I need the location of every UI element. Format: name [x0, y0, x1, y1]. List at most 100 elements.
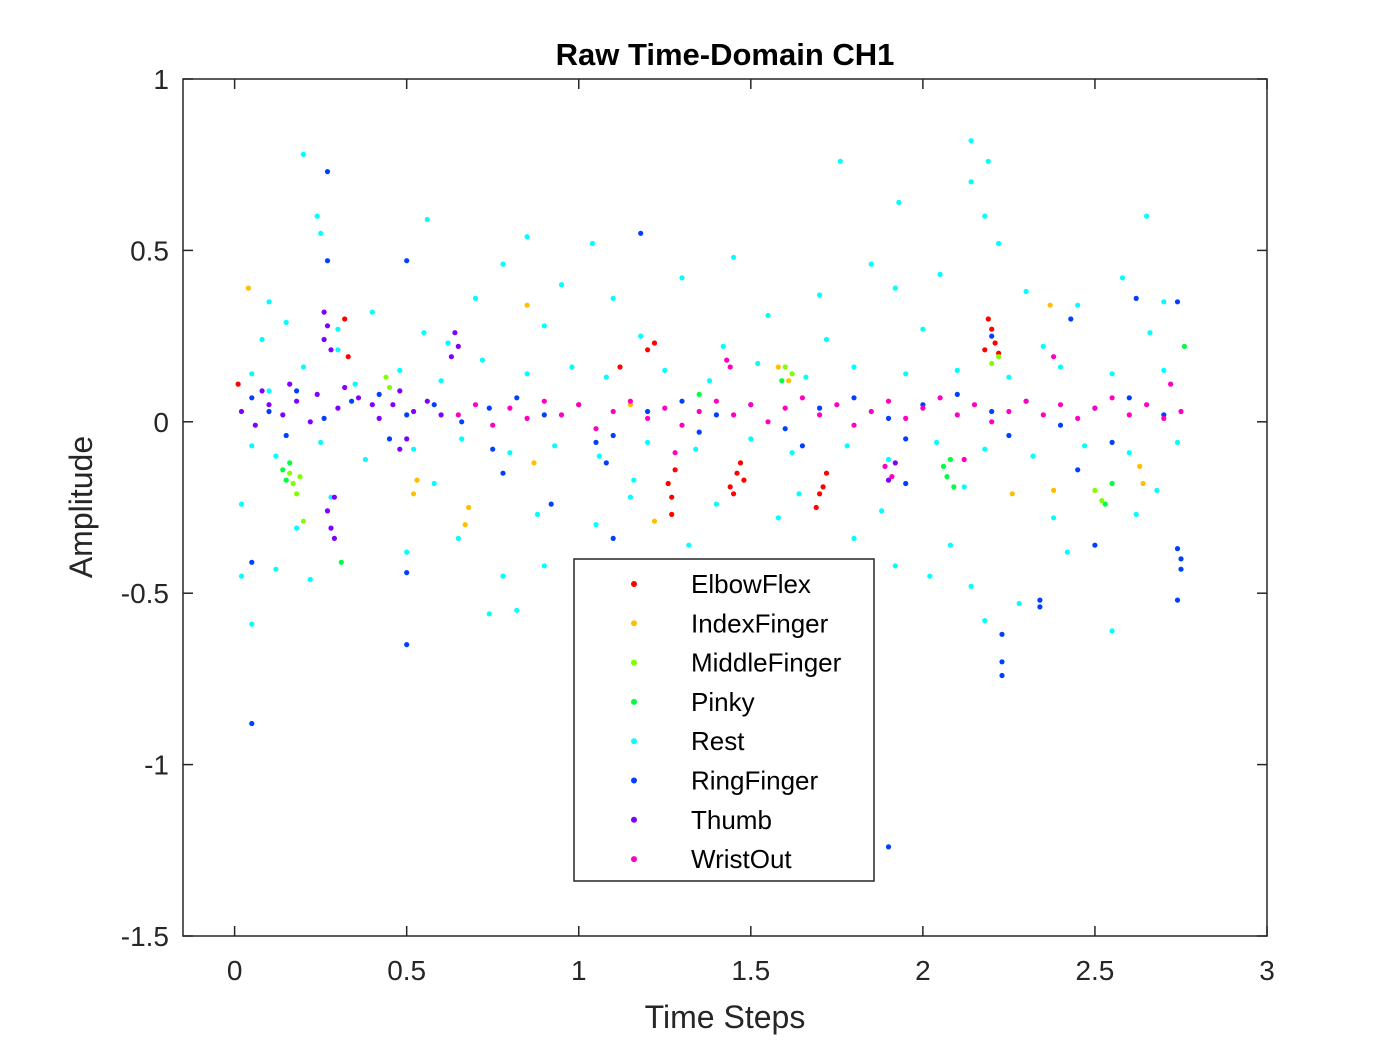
data-point	[765, 312, 771, 319]
data-point	[679, 275, 685, 281]
data-point	[342, 316, 348, 322]
data-point	[500, 470, 506, 476]
data-point	[892, 460, 898, 466]
data-point	[490, 422, 496, 428]
data-point	[569, 364, 575, 370]
data-point	[472, 295, 479, 301]
data-point	[421, 330, 427, 336]
data-point	[1109, 371, 1115, 377]
data-point	[1109, 480, 1115, 487]
data-point	[479, 357, 485, 363]
data-point	[989, 408, 995, 415]
data-point	[727, 364, 733, 370]
data-point	[903, 415, 909, 421]
data-point	[693, 446, 699, 452]
data-point	[645, 408, 651, 415]
data-point	[500, 573, 506, 579]
data-point	[1178, 566, 1184, 572]
data-point	[431, 480, 437, 487]
legend-box	[573, 558, 875, 882]
x-tick-label: 1.5	[731, 955, 770, 986]
data-point	[414, 477, 420, 483]
data-point	[445, 340, 451, 346]
data-point	[610, 535, 616, 542]
data-point	[376, 415, 382, 421]
data-point	[1126, 450, 1132, 456]
data-point	[1009, 491, 1015, 497]
data-point	[679, 422, 685, 428]
x-axis-label: Time Steps	[645, 999, 806, 1035]
data-point	[1023, 398, 1029, 404]
data-point	[823, 470, 830, 476]
data-point	[548, 501, 554, 507]
data-point	[328, 347, 334, 353]
data-point	[448, 354, 454, 360]
data-point	[558, 282, 565, 288]
data-point	[294, 388, 300, 394]
data-point	[696, 391, 702, 397]
legend-marker	[631, 856, 637, 863]
data-point	[397, 388, 403, 394]
data-point	[940, 463, 947, 469]
data-point	[507, 450, 513, 456]
data-point	[294, 525, 300, 531]
data-point	[741, 477, 747, 483]
data-point	[404, 436, 410, 442]
data-point	[868, 408, 874, 415]
data-point	[817, 491, 823, 497]
data-point	[1144, 213, 1150, 219]
data-point	[1174, 546, 1181, 552]
data-point	[1126, 412, 1132, 418]
data-point	[627, 494, 634, 500]
data-point	[937, 395, 943, 401]
data-point	[720, 343, 726, 349]
data-point	[404, 570, 410, 576]
data-point	[294, 398, 300, 404]
data-point	[438, 378, 444, 384]
data-point	[1147, 330, 1153, 336]
data-point	[300, 151, 306, 157]
data-point	[999, 631, 1005, 637]
data-point	[404, 642, 410, 648]
data-point	[280, 412, 286, 418]
legend-label: RingFinger	[691, 766, 819, 796]
data-point	[552, 443, 558, 449]
data-point	[266, 388, 272, 394]
data-point	[755, 360, 761, 367]
data-point	[280, 467, 286, 473]
data-point	[1133, 511, 1139, 517]
data-point	[369, 309, 375, 315]
data-points	[235, 138, 1187, 850]
data-point	[541, 323, 547, 329]
chart-title: Raw Time-Domain CH1	[556, 37, 895, 72]
data-point	[696, 429, 702, 435]
data-point	[817, 412, 823, 418]
data-point	[638, 333, 644, 339]
data-point	[686, 542, 692, 548]
data-point	[1075, 415, 1081, 421]
data-point	[249, 443, 255, 449]
data-point	[982, 618, 988, 624]
legend-marker	[631, 620, 637, 627]
data-point	[321, 336, 327, 343]
data-point	[534, 511, 541, 517]
data-point	[235, 381, 241, 387]
data-point	[1133, 295, 1139, 301]
data-point	[1137, 463, 1143, 469]
data-point	[404, 258, 410, 264]
data-point	[1109, 628, 1115, 634]
data-point	[789, 371, 795, 377]
data-point	[954, 391, 960, 397]
data-point	[541, 398, 547, 404]
data-point	[486, 611, 492, 617]
data-point	[731, 412, 737, 418]
data-point	[951, 484, 957, 490]
data-point	[782, 405, 788, 411]
data-point	[411, 446, 417, 452]
data-point	[968, 138, 974, 144]
data-point	[355, 395, 362, 401]
data-point	[249, 559, 255, 565]
data-point	[1174, 597, 1181, 603]
data-point	[610, 408, 616, 415]
data-point	[731, 491, 737, 497]
